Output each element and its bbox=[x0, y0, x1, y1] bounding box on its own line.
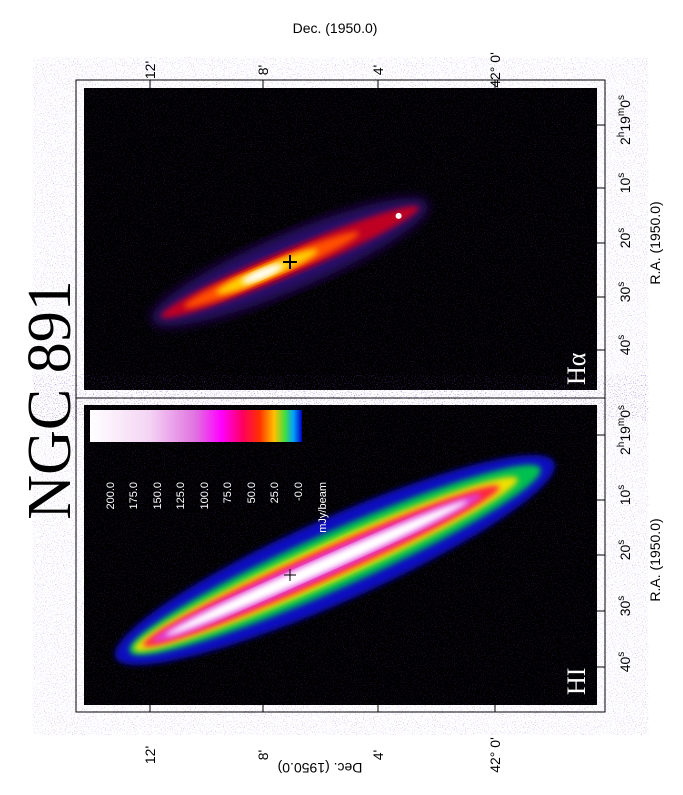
ra-unit: s bbox=[616, 173, 627, 178]
ra-number: 10 bbox=[617, 490, 633, 506]
ra-number: 0 bbox=[617, 100, 633, 108]
ra-unit: s bbox=[616, 596, 627, 601]
ra-number: 10 bbox=[617, 178, 633, 194]
ra-tick-label: 20s bbox=[616, 540, 633, 561]
ra-tick-label: 40s bbox=[616, 652, 633, 673]
ra-tick-label: 30s bbox=[616, 596, 633, 617]
panel-label: Hα bbox=[562, 352, 591, 385]
ra-number: 19 bbox=[617, 116, 633, 132]
ra-unit: s bbox=[616, 405, 627, 410]
dec-tick-label: 4' bbox=[370, 750, 386, 760]
dec-tick-label: 8' bbox=[255, 65, 271, 75]
panel-label: HI bbox=[562, 668, 591, 695]
ra-number: 30 bbox=[617, 287, 633, 303]
ra-tick-label: 20s bbox=[616, 228, 633, 249]
ra-tick-label: 2h19m0s bbox=[616, 95, 633, 145]
ra-axis-title: R.A. (1950.0) bbox=[647, 518, 663, 601]
ra-unit: s bbox=[616, 228, 627, 233]
ra-unit: s bbox=[616, 282, 627, 287]
ra-number: 20 bbox=[617, 545, 633, 561]
dec-axis-title: Dec. (1950.0) bbox=[293, 20, 378, 36]
dec-tick-label: 42° 0' bbox=[487, 737, 503, 773]
outer-frame bbox=[75, 79, 606, 713]
ra-number: 40 bbox=[617, 657, 633, 673]
dec-axis-title: Dec. (1950.0) bbox=[278, 760, 363, 776]
ra-number: 19 bbox=[617, 426, 633, 442]
figure-title: NGC 891 bbox=[16, 280, 84, 519]
ra-unit: s bbox=[616, 335, 627, 340]
ra-unit: h bbox=[616, 442, 627, 448]
colorbar-tick-label: 100.0 bbox=[199, 482, 211, 510]
dec-tick-label: 8' bbox=[255, 750, 271, 760]
ra-axis-title: R.A. (1950.0) bbox=[647, 201, 663, 284]
dec-tick-label: 12' bbox=[142, 61, 158, 79]
dec-tick-label: 4' bbox=[370, 65, 386, 75]
ra-tick-label: 2h19m0s bbox=[616, 405, 633, 455]
colorbar-tick-label: 125.0 bbox=[175, 482, 187, 510]
ra-unit: s bbox=[616, 95, 627, 100]
ra-number: 0 bbox=[617, 410, 633, 418]
ra-number: 40 bbox=[617, 340, 633, 356]
ra-unit: s bbox=[616, 485, 627, 490]
ra-number: 30 bbox=[617, 601, 633, 617]
halpha-image bbox=[84, 88, 597, 390]
ra-number: 2 bbox=[617, 447, 633, 455]
ra-unit: m bbox=[616, 418, 627, 426]
ra-unit: h bbox=[616, 132, 627, 138]
colorbar-unit: mJy/beam bbox=[317, 482, 329, 533]
colorbar-tick-label: 75.0 bbox=[222, 482, 234, 503]
dec-tick-label: 12' bbox=[142, 746, 158, 764]
colorbar-tick-label: 175.0 bbox=[128, 482, 140, 510]
hi-image bbox=[84, 405, 597, 705]
colorbar-tick-label: 150.0 bbox=[152, 482, 164, 510]
colorbar-tick-label: 200.0 bbox=[105, 482, 117, 510]
colorbar-tick-label: 25.0 bbox=[269, 482, 281, 503]
ra-number: 2 bbox=[617, 137, 633, 145]
ra-tick-label: 40s bbox=[616, 335, 633, 356]
ra-unit: s bbox=[616, 652, 627, 657]
ra-unit: m bbox=[616, 108, 627, 116]
ra-tick-label: 10s bbox=[616, 485, 633, 506]
ra-unit: s bbox=[616, 540, 627, 545]
ra-number: 20 bbox=[617, 233, 633, 249]
colorbar-tick-label: -0.0 bbox=[293, 482, 305, 501]
ra-tick-label: 30s bbox=[616, 282, 633, 303]
dec-tick-label: 42° 0' bbox=[487, 52, 503, 88]
ra-tick-label: 10s bbox=[616, 173, 633, 194]
colorbar-tick-label: 50.0 bbox=[246, 482, 258, 503]
